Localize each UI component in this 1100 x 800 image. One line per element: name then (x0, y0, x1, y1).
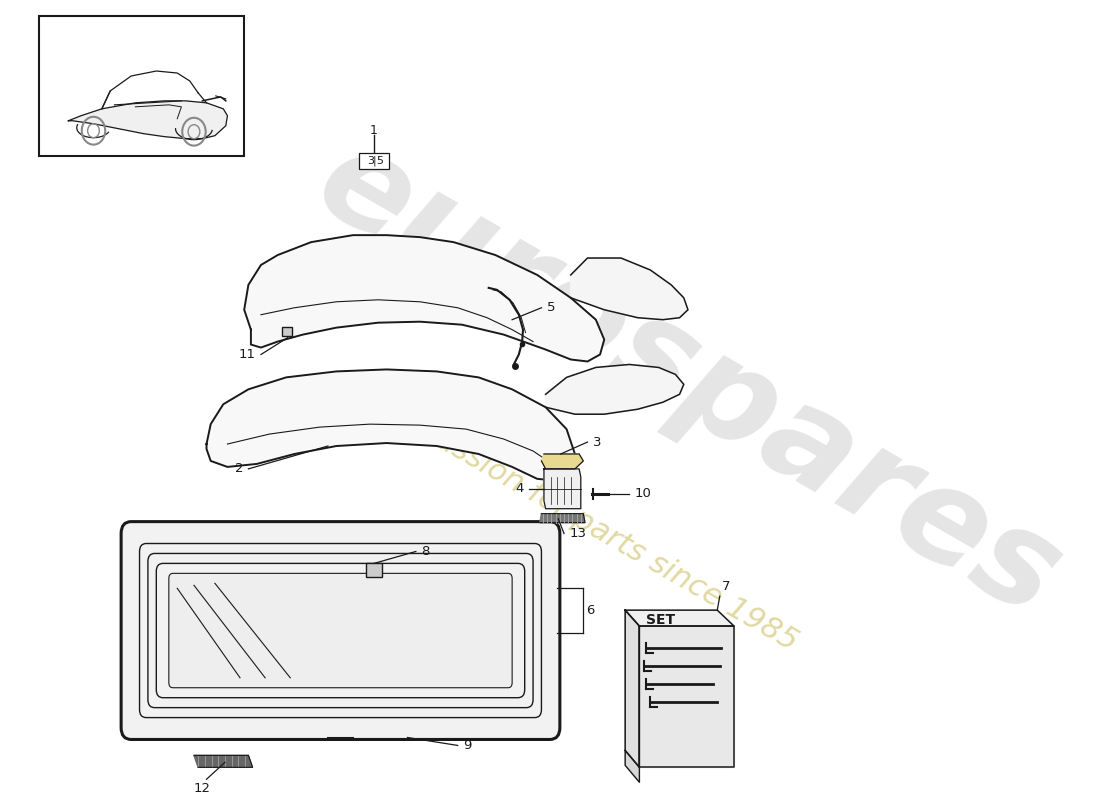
Bar (282, 326, 292, 336)
Polygon shape (639, 626, 734, 767)
Polygon shape (625, 610, 639, 767)
Text: 5: 5 (376, 155, 383, 166)
Bar (359, 153, 389, 169)
Polygon shape (68, 101, 228, 138)
Text: 5: 5 (547, 302, 556, 314)
Text: 3: 3 (367, 155, 374, 166)
Polygon shape (544, 469, 581, 509)
Polygon shape (207, 370, 575, 481)
Polygon shape (571, 258, 688, 320)
Text: 13: 13 (569, 527, 586, 540)
Bar (365, 563, 383, 578)
Polygon shape (194, 755, 253, 767)
Polygon shape (541, 454, 583, 469)
Text: 10: 10 (635, 487, 651, 500)
Text: 4: 4 (516, 482, 524, 495)
Text: |: | (373, 155, 376, 166)
Text: 2: 2 (235, 462, 243, 475)
FancyBboxPatch shape (168, 574, 513, 688)
Text: a passion for parts since 1985: a passion for parts since 1985 (389, 401, 803, 656)
Text: 12: 12 (194, 782, 211, 795)
Polygon shape (540, 514, 585, 522)
Text: 11: 11 (239, 348, 256, 361)
Polygon shape (546, 365, 684, 414)
Polygon shape (625, 750, 639, 782)
Polygon shape (244, 235, 604, 362)
Text: SET: SET (646, 613, 675, 627)
Text: 6: 6 (586, 604, 594, 617)
Text: eurospares: eurospares (295, 116, 1081, 643)
Text: 1: 1 (370, 124, 378, 138)
Text: 3: 3 (593, 435, 601, 449)
Text: 9: 9 (463, 739, 471, 752)
Bar (40, 16, 244, 155)
FancyBboxPatch shape (121, 522, 560, 739)
Polygon shape (625, 610, 734, 626)
Text: 8: 8 (421, 545, 429, 558)
Text: 7: 7 (722, 580, 730, 594)
